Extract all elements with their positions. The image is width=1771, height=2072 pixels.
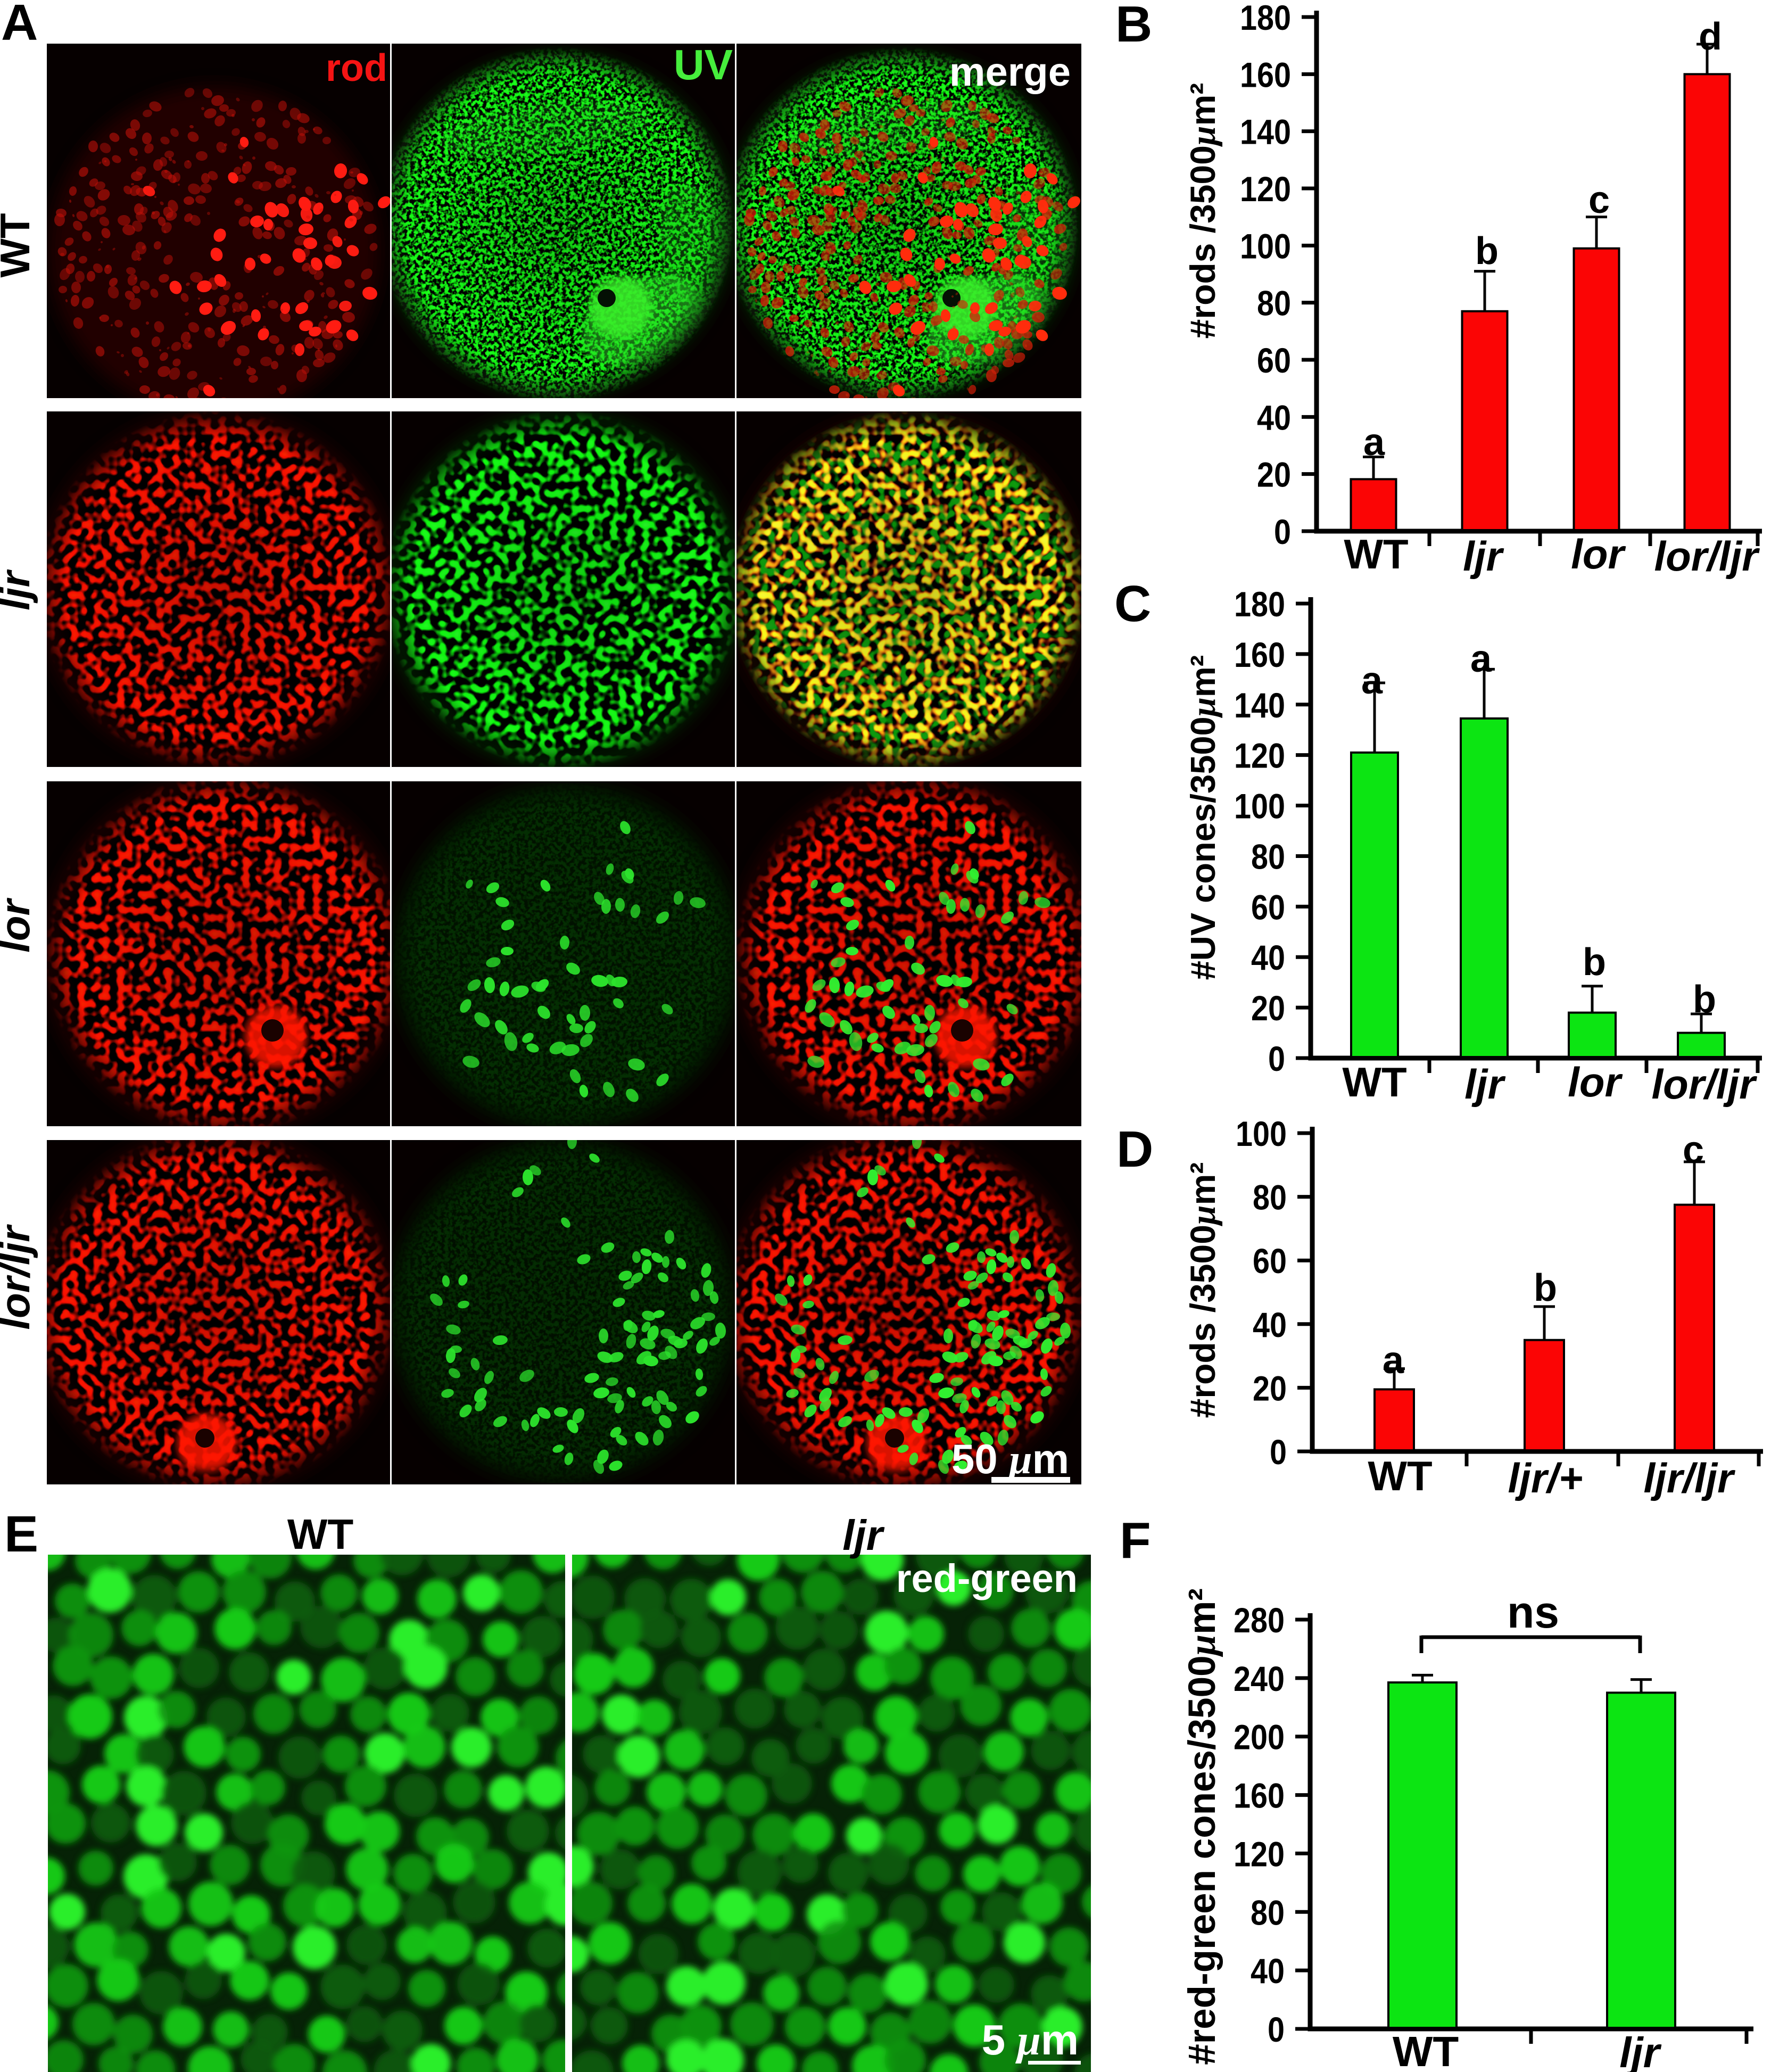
- svg-text:240: 240: [1234, 1659, 1285, 1698]
- svg-text:rod: rod: [326, 47, 387, 89]
- svg-text:20: 20: [1253, 1368, 1287, 1408]
- svg-text:160: 160: [1240, 55, 1291, 94]
- svg-text:80: 80: [1251, 1893, 1285, 1932]
- svg-text:b: b: [1534, 1267, 1557, 1309]
- svg-text:ljr: ljr: [1464, 1061, 1505, 1108]
- svg-text:B: B: [1115, 0, 1152, 53]
- svg-text:b: b: [1475, 230, 1499, 273]
- svg-text:40: 40: [1251, 938, 1285, 977]
- svg-text:#rods /3500μm²: #rods /3500μm²: [1183, 83, 1223, 339]
- svg-text:b: b: [1693, 978, 1716, 1021]
- svg-text:a: a: [1361, 659, 1383, 702]
- svg-text:ljr: ljr: [0, 569, 38, 610]
- svg-text:140: 140: [1234, 686, 1285, 725]
- svg-text:100: 100: [1240, 226, 1291, 266]
- svg-text:120: 120: [1234, 1834, 1285, 1873]
- svg-text:UV: UV: [674, 41, 733, 88]
- svg-text:160: 160: [1234, 1776, 1285, 1815]
- svg-text:WT: WT: [1344, 531, 1408, 577]
- svg-text:c: c: [1683, 1129, 1704, 1171]
- svg-text:0: 0: [1270, 1432, 1287, 1472]
- svg-text:ljr/ljr: ljr/ljr: [1643, 1455, 1735, 1501]
- svg-text:D: D: [1116, 1121, 1153, 1178]
- svg-text:60: 60: [1253, 1241, 1287, 1281]
- svg-text:#red-green cones/3500μm²: #red-green cones/3500μm²: [1181, 1588, 1223, 2065]
- svg-text:#rods /3500μm²: #rods /3500μm²: [1183, 1162, 1223, 1418]
- svg-text:160: 160: [1234, 635, 1285, 674]
- svg-text:0: 0: [1274, 512, 1291, 551]
- svg-text:lor: lor: [1571, 531, 1626, 577]
- svg-text:a: a: [1470, 638, 1492, 680]
- svg-text:20: 20: [1251, 988, 1285, 1028]
- svg-text:d: d: [1699, 15, 1722, 58]
- svg-text:ns: ns: [1507, 1587, 1559, 1637]
- svg-text:40: 40: [1257, 398, 1291, 437]
- svg-text:a: a: [1383, 1339, 1404, 1382]
- svg-text:F: F: [1120, 1512, 1151, 1569]
- svg-text:180: 180: [1240, 0, 1291, 37]
- svg-text:WT: WT: [287, 1510, 354, 1558]
- svg-text:C: C: [1114, 575, 1151, 632]
- svg-text:lor/ljr: lor/ljr: [1654, 533, 1760, 580]
- svg-text:60: 60: [1251, 887, 1285, 927]
- svg-text:ljr: ljr: [1619, 2029, 1661, 2072]
- svg-text:0: 0: [1268, 1039, 1285, 1078]
- svg-text:80: 80: [1253, 1178, 1287, 1217]
- svg-text:WT: WT: [1393, 2028, 1459, 2072]
- svg-text:60: 60: [1257, 341, 1291, 380]
- svg-text:WT: WT: [0, 213, 38, 277]
- svg-text:280: 280: [1234, 1600, 1285, 1640]
- svg-text:100: 100: [1236, 1114, 1287, 1153]
- svg-text:100: 100: [1234, 787, 1285, 826]
- svg-text:5 μm: 5 μm: [982, 2016, 1079, 2064]
- svg-text:80: 80: [1257, 284, 1291, 323]
- svg-text:lor: lor: [0, 898, 38, 953]
- svg-text:red-green: red-green: [896, 1556, 1078, 1600]
- svg-text:80: 80: [1251, 837, 1285, 876]
- svg-text:lor: lor: [1568, 1059, 1623, 1105]
- svg-text:140: 140: [1240, 112, 1291, 152]
- svg-text:120: 120: [1240, 169, 1291, 209]
- svg-text:WT: WT: [1342, 1059, 1406, 1105]
- svg-text:20: 20: [1257, 455, 1291, 494]
- svg-text:0: 0: [1268, 2010, 1285, 2049]
- svg-text:200: 200: [1234, 1718, 1285, 1757]
- svg-text:merge: merge: [949, 49, 1071, 95]
- svg-text:40: 40: [1253, 1305, 1287, 1344]
- svg-text:E: E: [4, 1506, 38, 1563]
- svg-text:A: A: [1, 0, 38, 51]
- svg-text:ljr: ljr: [1463, 533, 1504, 580]
- svg-text:50 μm: 50 μm: [951, 1435, 1069, 1482]
- svg-text:120: 120: [1234, 736, 1285, 775]
- svg-text:40: 40: [1251, 1951, 1285, 1991]
- svg-text:lor/ljr: lor/ljr: [1651, 1061, 1757, 1108]
- svg-text:lor/ljr: lor/ljr: [0, 1224, 38, 1330]
- svg-text:ljr: ljr: [842, 1512, 884, 1559]
- svg-text:180: 180: [1234, 584, 1285, 624]
- svg-text:c: c: [1588, 179, 1610, 221]
- svg-text:ljr/+: ljr/+: [1508, 1455, 1583, 1501]
- svg-text:WT: WT: [1368, 1452, 1432, 1499]
- svg-text:a: a: [1363, 421, 1385, 464]
- svg-text:b: b: [1583, 941, 1606, 984]
- svg-text:#UV cones/3500μm²: #UV cones/3500μm²: [1184, 655, 1223, 980]
